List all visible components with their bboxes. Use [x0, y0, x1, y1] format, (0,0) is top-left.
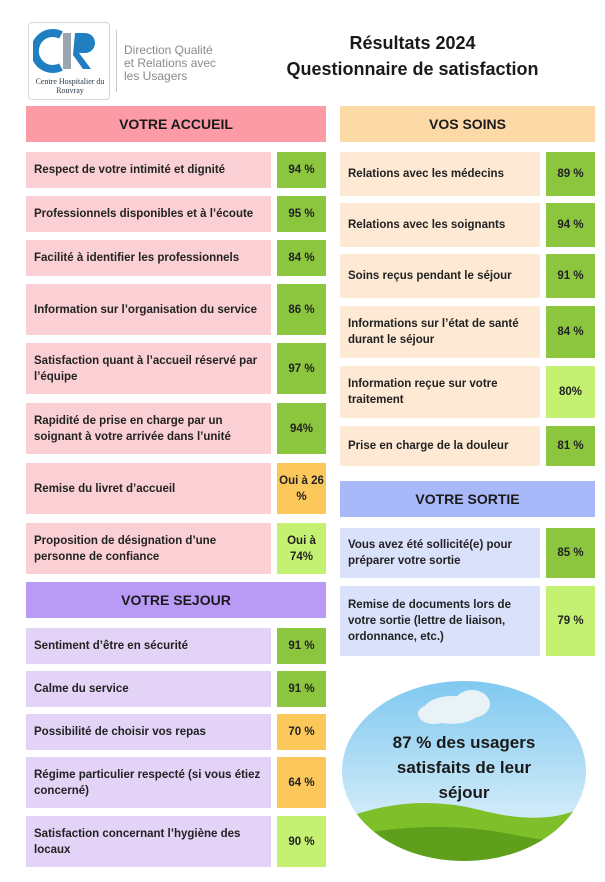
row-value: 94% [277, 403, 326, 454]
table-row: Professionnels disponibles et à l’écoute… [26, 196, 326, 232]
row-label: Information sur l’organisation du servic… [26, 284, 271, 335]
section-header-soins: VOS SOINS [340, 106, 595, 142]
row-label: Sentiment d’être en sécurité [26, 628, 271, 664]
row-value: Oui à 26 % [277, 463, 326, 514]
table-row: Relations avec les soignants 94 % [340, 203, 595, 247]
table-row: Régime particulier respecté (si vous éti… [26, 757, 326, 808]
table-row: Possibilité de choisir vos repas 70 % [26, 714, 326, 750]
row-label: Satisfaction concernant l’hygiène des lo… [26, 816, 271, 867]
row-value: 91 % [277, 628, 326, 664]
row-label: Respect de votre intimité et dignité [26, 152, 271, 188]
hospital-logo: Centre Hospitalier du Rouvray [28, 22, 110, 100]
row-label: Soins reçus pendant le séjour [340, 254, 540, 298]
page-title: Résultats 2024 Questionnaire de satisfac… [286, 33, 539, 79]
table-row: Relations avec les médecins 89 % [340, 152, 595, 196]
row-label: Régime particulier respecté (si vous éti… [26, 757, 271, 808]
table-row: Proposition de désignation d’une personn… [26, 523, 326, 574]
table-row: Respect de votre intimité et dignité 94 … [26, 152, 326, 188]
row-label: Rapidité de prise en charge par un soign… [26, 403, 271, 454]
row-value: 79 % [546, 586, 595, 656]
section-header-sortie: VOTRE SORTIE [340, 481, 595, 517]
table-row: Information sur l’organisation du servic… [26, 284, 326, 335]
row-label: Professionnels disponibles et à l’écoute [26, 196, 271, 232]
row-label: Facilité à identifier les professionnels [26, 240, 271, 276]
table-row: Remise de documents lors de votre sortie… [340, 586, 595, 656]
row-value: 70 % [277, 714, 326, 750]
table-row: Calme du service 91 % [26, 671, 326, 707]
row-label: Informations sur l’état de santé durant … [340, 306, 540, 358]
row-value: 84 % [546, 306, 595, 358]
table-row: Vous avez été sollicité(e) pour préparer… [340, 528, 595, 578]
row-label: Remise de documents lors de votre sortie… [340, 586, 540, 656]
row-label: Proposition de désignation d’une personn… [26, 523, 271, 574]
row-value: 97 % [277, 343, 326, 394]
table-row: Information reçue sur votre traitement 8… [340, 366, 595, 418]
row-value: 94 % [546, 203, 595, 247]
section-header-accueil: VOTRE ACCUEIL [26, 106, 326, 142]
table-row: Satisfaction quant à l’accueil réservé p… [26, 343, 326, 394]
table-row: Sentiment d’être en sécurité 91 % [26, 628, 326, 664]
row-value: 91 % [546, 254, 595, 298]
row-value: 89 % [546, 152, 595, 196]
table-row: Prise en charge de la douleur 81 % [340, 426, 595, 466]
row-label: Possibilité de choisir vos repas [26, 714, 271, 750]
row-value: 84 % [277, 240, 326, 276]
row-value: 90 % [277, 816, 326, 867]
row-label: Vous avez été sollicité(e) pour préparer… [340, 528, 540, 578]
table-row: Facilité à identifier les professionnels… [26, 240, 326, 276]
department-name: Direction Qualité et Relations avec les … [124, 43, 217, 83]
row-value: 95 % [277, 196, 326, 232]
table-row: Remise du livret d’accueil Oui à 26 % [26, 463, 326, 514]
table-row: Informations sur l’état de santé durant … [340, 306, 595, 358]
cloud-icon [418, 690, 490, 724]
summary-illustration [342, 681, 586, 861]
row-label: Relations avec les soignants [340, 203, 540, 247]
row-value: 81 % [546, 426, 595, 466]
row-value: Oui à 74% [277, 523, 326, 574]
section-header-sejour: VOTRE SEJOUR [26, 582, 326, 618]
row-label: Information reçue sur votre traitement [340, 366, 540, 418]
row-label: Calme du service [26, 671, 271, 707]
table-row: Satisfaction concernant l’hygiène des lo… [26, 816, 326, 867]
row-value: 80% [546, 366, 595, 418]
row-value: 91 % [277, 671, 326, 707]
row-label: Relations avec les médecins [340, 152, 540, 196]
row-label: Remise du livret d’accueil [26, 463, 271, 514]
row-value: 64 % [277, 757, 326, 808]
table-row: Rapidité de prise en charge par un soign… [26, 403, 326, 454]
row-value: 86 % [277, 284, 326, 335]
summary-text: 87 % des usagers satisfaits de leur séjo… [392, 733, 536, 802]
table-row: Soins reçus pendant le séjour 91 % [340, 254, 595, 298]
logo-text: Centre Hospitalier du Rouvray [35, 77, 105, 95]
logo-mark-icon [33, 29, 95, 73]
header-divider [116, 30, 117, 92]
row-label: Prise en charge de la douleur [340, 426, 540, 466]
row-value: 85 % [546, 528, 595, 578]
row-label: Satisfaction quant à l’accueil réservé p… [26, 343, 271, 394]
row-value: 94 % [277, 152, 326, 188]
